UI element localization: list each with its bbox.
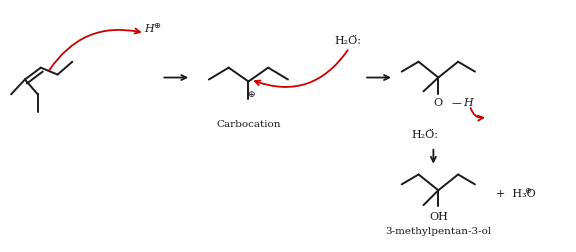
Text: H₂Ö:: H₂Ö: [412, 129, 439, 139]
Text: H₂Ö:: H₂Ö: [335, 36, 362, 46]
Text: ⊕: ⊕ [247, 89, 254, 99]
Text: +  H₃O: + H₃O [496, 188, 536, 199]
Text: Carbocation: Carbocation [216, 120, 281, 129]
Text: H: H [145, 24, 154, 34]
Text: 3-methylpentan-3-ol: 3-methylpentan-3-ol [385, 227, 491, 235]
Text: —: — [451, 98, 461, 108]
Text: OH: OH [429, 211, 448, 221]
Text: ⊕: ⊕ [524, 185, 532, 194]
Text: ⊕: ⊕ [153, 21, 161, 29]
Text: H: H [463, 98, 473, 108]
Text: O: O [434, 98, 443, 108]
